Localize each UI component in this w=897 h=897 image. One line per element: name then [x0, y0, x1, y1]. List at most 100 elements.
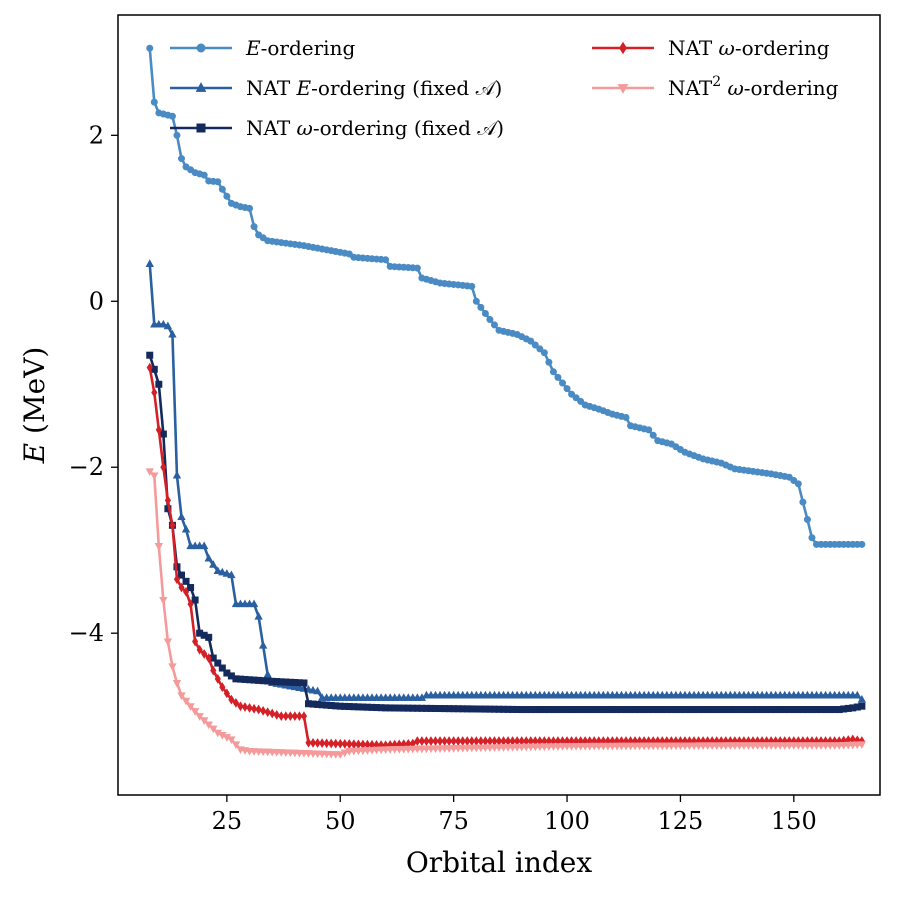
data-point — [645, 426, 653, 434]
data-point — [222, 569, 232, 577]
data-point — [237, 701, 244, 712]
data-point — [295, 683, 304, 691]
series-0 — [146, 44, 866, 548]
data-point — [414, 736, 421, 746]
legend-entry: NAT ω-ordering — [592, 36, 830, 60]
data-point — [214, 178, 222, 186]
data-point — [146, 362, 153, 373]
data-point — [290, 682, 300, 691]
data-point — [159, 596, 168, 605]
x-tick-label: 150 — [771, 807, 817, 835]
data-point — [205, 653, 212, 663]
data-point — [190, 708, 200, 716]
data-point — [159, 430, 167, 438]
data-point — [200, 171, 208, 179]
data-point — [150, 472, 159, 481]
data-point — [427, 736, 435, 746]
data-point — [154, 543, 164, 551]
plot-frame — [117, 14, 881, 796]
data-point — [858, 540, 866, 548]
data-point — [231, 741, 241, 750]
legend-entry: NAT E-ordering (fixed 𝒜) — [170, 76, 502, 100]
data-point — [214, 659, 222, 667]
data-point — [241, 702, 249, 712]
data-point — [254, 611, 263, 620]
data-point — [218, 185, 226, 193]
data-point — [263, 670, 272, 678]
data-point — [172, 470, 182, 479]
y-axis-title: E (MeV) — [18, 347, 51, 465]
data-point — [291, 711, 298, 722]
data-point — [258, 641, 268, 649]
data-point — [490, 321, 498, 329]
data-point — [187, 584, 195, 592]
data-point — [287, 711, 294, 722]
data-point — [527, 337, 535, 345]
y-tick-label: −2 — [69, 453, 104, 481]
data-point — [531, 341, 539, 349]
data-point — [536, 345, 544, 353]
data-point — [328, 738, 335, 749]
data-point — [218, 567, 227, 576]
data-point — [199, 541, 209, 550]
data-point — [472, 297, 480, 305]
plot-area — [145, 44, 867, 759]
data-point — [554, 373, 562, 381]
data-point — [313, 686, 322, 695]
data-point — [486, 316, 494, 324]
y-axis-title-symbol: E — [18, 443, 51, 464]
data-point — [545, 358, 553, 366]
data-point — [260, 705, 267, 716]
legend-label: E-ordering — [245, 36, 355, 60]
data-point — [177, 512, 186, 521]
data-point — [269, 708, 276, 719]
x-tick-label: 50 — [325, 807, 356, 835]
x-tick-label: 125 — [658, 807, 704, 835]
data-point — [418, 736, 425, 746]
data-point — [178, 155, 186, 163]
data-point — [218, 664, 226, 672]
data-point — [172, 679, 182, 688]
data-point — [204, 721, 213, 730]
data-point — [323, 738, 330, 749]
data-point — [227, 736, 236, 745]
data-point — [145, 468, 154, 477]
data-point — [309, 737, 317, 748]
data-point — [177, 692, 186, 701]
data-point — [164, 495, 171, 506]
data-point — [250, 703, 258, 714]
data-point — [423, 736, 430, 746]
y-tick-label: 0 — [89, 287, 104, 315]
series-3 — [146, 362, 865, 751]
data-point — [337, 738, 344, 749]
data-point — [219, 682, 226, 693]
data-point — [146, 351, 154, 359]
data-point — [173, 131, 181, 139]
data-point — [250, 223, 258, 231]
series-line — [148, 367, 863, 747]
data-point — [151, 387, 158, 398]
data-point — [209, 725, 218, 734]
data-point — [382, 256, 390, 264]
data-point — [558, 379, 566, 387]
data-point — [468, 282, 476, 290]
data-point — [246, 702, 253, 713]
data-point — [282, 711, 289, 722]
legend-label: NAT ω-ordering — [668, 36, 830, 60]
data-point — [169, 520, 176, 531]
data-point — [223, 688, 230, 699]
data-point — [205, 633, 213, 641]
data-point — [300, 679, 308, 687]
y-tick-label: 2 — [89, 121, 104, 149]
legend-label: NAT ω-ordering (fixed 𝒜) — [246, 116, 504, 140]
data-point — [228, 694, 235, 705]
data-point — [178, 571, 186, 579]
data-point — [264, 707, 271, 718]
data-point — [255, 704, 262, 715]
data-point — [186, 703, 195, 711]
data-point — [181, 697, 191, 706]
x-axis-title: Orbital index — [406, 846, 593, 879]
data-point — [191, 596, 199, 604]
legend-marker — [196, 43, 206, 53]
data-point — [246, 204, 254, 212]
